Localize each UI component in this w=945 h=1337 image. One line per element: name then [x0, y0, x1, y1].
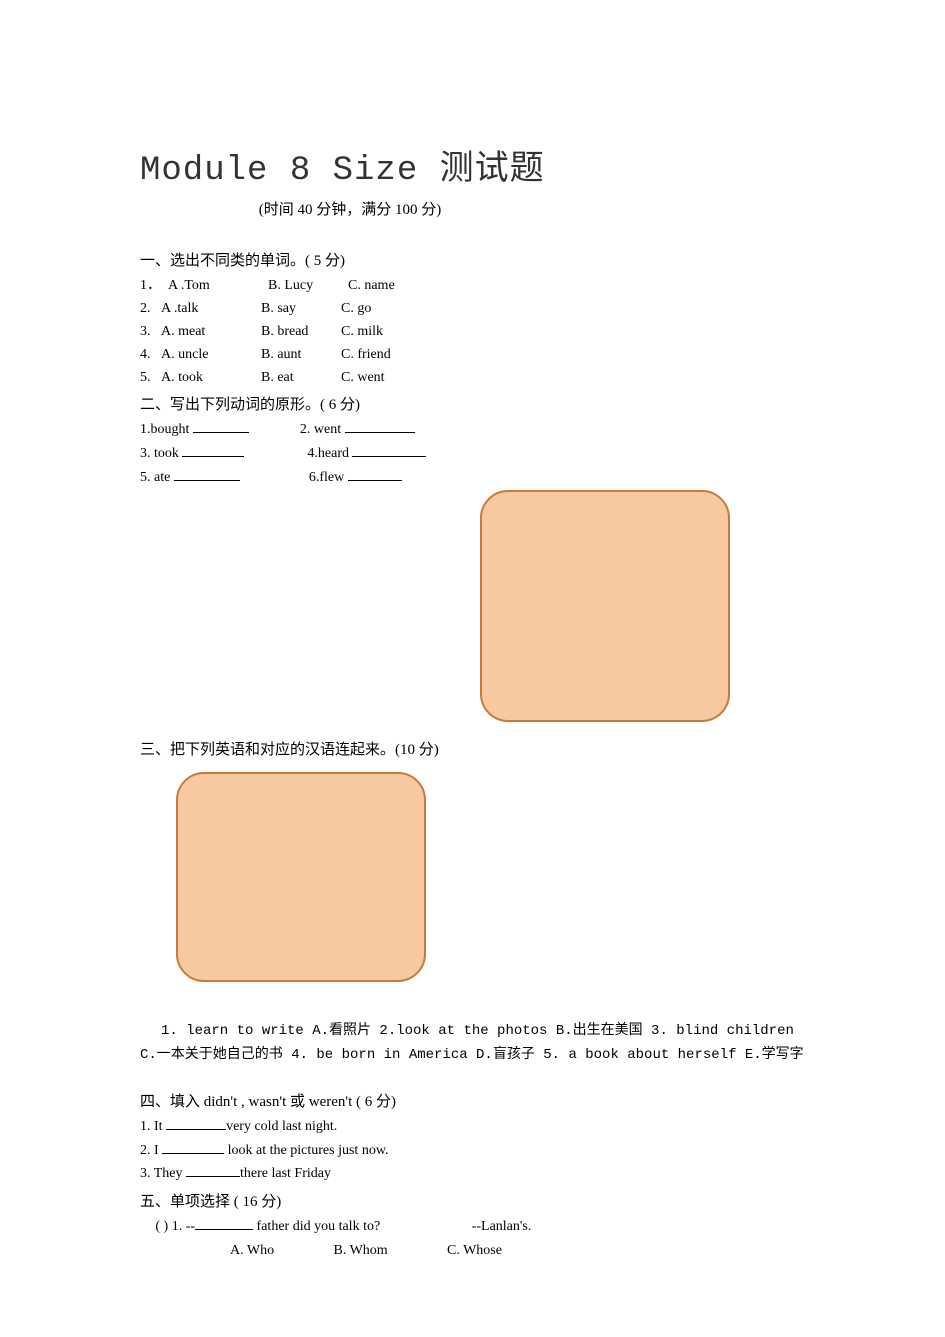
s2-row-2: 3. took 4.heard [140, 442, 805, 466]
section4-items: 1. It very cold last night. 2. I look at… [140, 1115, 805, 1186]
s2-row-3: 5. ate 6.flew [140, 466, 805, 490]
s4-item-3: 3. They there last Friday [140, 1162, 805, 1186]
section1-items: 1． A .TomB. LucyC. name 2. A .talkB. say… [140, 274, 805, 389]
s1-item-4: 4. A. uncleB. auntC. friend [140, 343, 805, 366]
page-title: Module 8 Size 测试题 [140, 140, 805, 190]
s2-row-1: 1.bought 2. went [140, 418, 805, 442]
page-subtitle: (时间 40 分钟，满分 100 分) [140, 198, 560, 219]
s1-item-5: 5. A. tookB. eatC. went [140, 366, 805, 389]
s5-q1-options: A. Who B. Whom C. Whose [140, 1239, 805, 1263]
s4-item-1: 1. It very cold last night. [140, 1115, 805, 1139]
image-placeholder-bottom [176, 772, 426, 982]
section2-rows: 1.bought 2. went 3. took 4.heard 5. ate … [140, 418, 805, 489]
section3-text: 1. learn to write A.看照片 2.look at the ph… [140, 1019, 805, 1068]
s5-q1: ( ) 1. -- father did you talk to? --Lanl… [140, 1215, 805, 1239]
section3-heading: 三、把下列英语和对应的汉语连起来。(10 分) [140, 738, 805, 759]
s1-item-3: 3. A. meatB. breadC. milk [140, 320, 805, 343]
section4-heading: 四、填入 didn't , wasn't 或 weren't ( 6 分) [140, 1090, 805, 1111]
section1-heading: 一、选出不同类的单词。( 5 分) [140, 249, 805, 270]
image-placeholder-top [480, 490, 730, 722]
section2-heading: 二、写出下列动词的原形。( 6 分) [140, 393, 805, 414]
s4-item-2: 2. I look at the pictures just now. [140, 1139, 805, 1163]
s1-item-1: 1． A .TomB. LucyC. name [140, 274, 805, 297]
s1-item-2: 2. A .talkB. sayC. go [140, 297, 805, 320]
section5-heading: 五、单项选择 ( 16 分) [140, 1190, 805, 1211]
